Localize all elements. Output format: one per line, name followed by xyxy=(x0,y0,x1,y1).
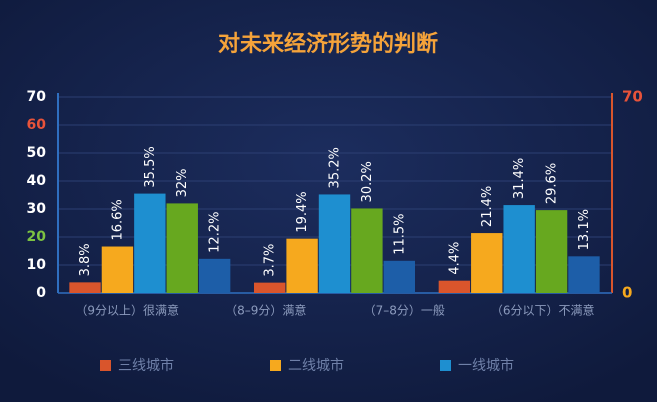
legend-label: 三线城市 xyxy=(118,357,174,374)
bar xyxy=(318,194,351,293)
data-label: 31.4% xyxy=(512,158,527,199)
data-label: 32% xyxy=(175,168,190,197)
legend-swatch xyxy=(100,360,111,371)
data-label: 35.2% xyxy=(328,147,343,188)
data-label: 29.6% xyxy=(545,163,560,204)
bar xyxy=(568,256,600,293)
data-label: 3.7% xyxy=(263,244,278,277)
legend-label: 二线城市 xyxy=(288,357,344,374)
bar xyxy=(101,246,134,293)
bar xyxy=(254,282,286,293)
data-label: 4.4% xyxy=(447,242,462,275)
y-tick-label: 40 xyxy=(27,173,47,189)
data-label: 19.4% xyxy=(295,191,310,232)
data-label: 30.2% xyxy=(360,161,375,202)
bar xyxy=(351,208,383,293)
bar xyxy=(166,203,198,293)
data-label: 12.2% xyxy=(208,212,223,253)
y-tick-label: 20 xyxy=(27,229,47,245)
bar xyxy=(134,193,166,293)
x-tick-label: （7–8分）一般 xyxy=(364,303,445,318)
y-tick-label: 30 xyxy=(27,201,47,217)
legend-swatch xyxy=(440,360,451,371)
bar xyxy=(383,260,415,293)
bar xyxy=(286,238,318,293)
data-label: 11.5% xyxy=(392,213,407,254)
y-tick-label: 60 xyxy=(27,117,47,133)
bar xyxy=(438,280,471,293)
bar xyxy=(69,282,101,293)
data-label: 35.5% xyxy=(143,146,158,187)
x-tick-label: （6分以下）不满意 xyxy=(491,303,595,318)
x-tick-label: （8–9分）满意 xyxy=(225,303,306,318)
y-tick-label: 0 xyxy=(36,285,46,301)
data-label: 21.4% xyxy=(480,186,495,227)
bar xyxy=(471,233,503,293)
chart-title: 对未来经济形势的判断 xyxy=(218,31,438,57)
y2-tick-label: 70 xyxy=(622,88,643,106)
y-tick-label: 70 xyxy=(27,89,47,105)
y2-tick-label: 0 xyxy=(622,284,632,302)
x-tick-label: （9分以上）很满意 xyxy=(75,303,179,318)
legend-label: 一线城市 xyxy=(458,357,514,374)
bar xyxy=(535,210,568,293)
y-tick-label: 50 xyxy=(27,145,47,161)
bar xyxy=(503,205,535,293)
data-label: 16.6% xyxy=(110,199,125,240)
bar xyxy=(198,258,231,293)
y-tick-label: 10 xyxy=(27,257,47,273)
legend-swatch xyxy=(270,360,281,371)
data-label: 13.1% xyxy=(577,209,592,250)
data-label: 3.8% xyxy=(78,243,93,276)
